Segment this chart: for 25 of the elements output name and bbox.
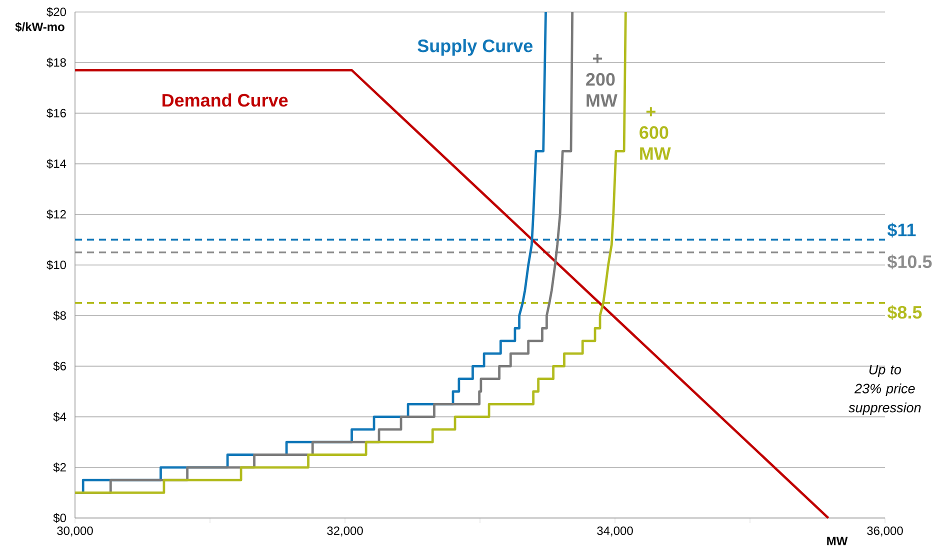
annotation: Up to 23% price suppression [848, 364, 921, 416]
x-tick-label: 32,000 [327, 526, 363, 536]
y-tick-label: $12 [46, 210, 66, 220]
series-label: + 600 MW [640, 107, 671, 160]
x-tick-label: 30,000 [57, 526, 93, 536]
y-tick-label: $18 [46, 58, 66, 68]
y-tick-label: $20 [46, 7, 66, 17]
series-label: Supply Curve [418, 39, 533, 56]
x-axis-title: MW [827, 536, 848, 546]
series-label: Demand Curve [162, 93, 288, 107]
y-axis-title: $/kW-mo [15, 22, 64, 32]
y-tick-label: $10 [46, 260, 66, 270]
y-tick-label: $16 [46, 108, 66, 118]
x-tick-label: 36,000 [867, 526, 903, 536]
y-tick-label: $2 [53, 462, 66, 472]
x-tick-label: 34,000 [597, 526, 633, 536]
y-tick-label: $8 [53, 310, 66, 320]
ref-line-label: $11 [887, 222, 916, 238]
y-tick-label: $6 [53, 361, 66, 372]
y-tick-label: $4 [53, 412, 66, 422]
y-tick-label: $0 [53, 513, 66, 523]
y-tick-label: $14 [46, 158, 66, 169]
ref-line-label: $8.5 [887, 305, 922, 320]
ref-line-label: $10.5 [887, 254, 932, 270]
series-label: + 200 MW [586, 54, 618, 107]
